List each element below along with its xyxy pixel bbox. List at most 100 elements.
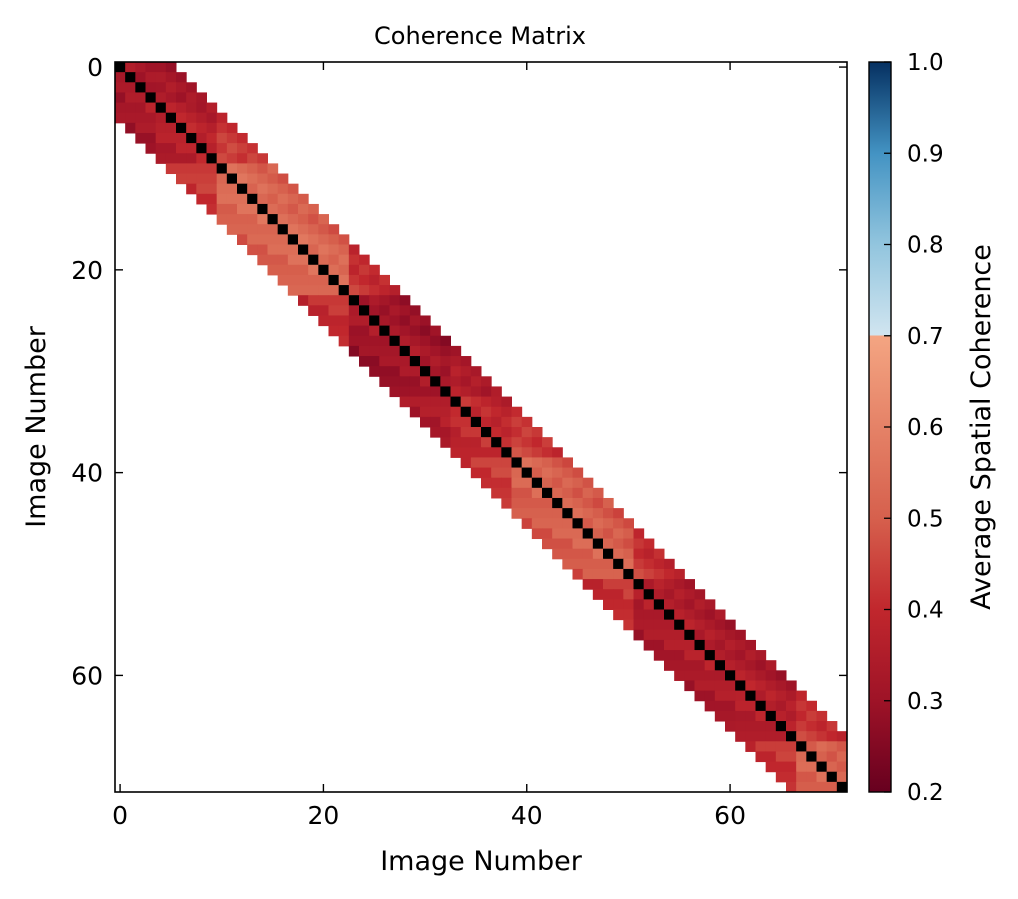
heatmap-cell xyxy=(318,234,329,245)
heatmap-cell xyxy=(226,153,238,164)
heatmap-cell xyxy=(369,285,380,296)
heatmap-cell xyxy=(542,487,553,499)
heatmap-cell xyxy=(318,274,329,286)
heatmap-cell xyxy=(674,650,685,661)
heatmap-cell xyxy=(338,264,350,276)
heatmap-cell xyxy=(308,305,319,316)
heatmap-cell xyxy=(765,741,777,752)
heatmap-cell xyxy=(267,244,279,256)
heatmap-cell xyxy=(247,143,258,154)
heatmap-cell xyxy=(511,427,523,438)
heatmap-cell xyxy=(542,528,553,540)
chart-title: Coherence Matrix xyxy=(374,22,586,50)
heatmap-cell xyxy=(623,558,634,570)
heatmap-cell xyxy=(694,609,706,621)
heatmap-cell xyxy=(470,406,482,418)
heatmap-cell xyxy=(460,457,472,469)
heatmap-cell xyxy=(369,345,380,357)
heatmap-cell xyxy=(735,680,746,692)
heatmap-cell xyxy=(206,132,218,144)
heatmap-cell xyxy=(592,508,604,519)
heatmap-cell xyxy=(511,467,523,479)
heatmap-cell xyxy=(145,92,157,104)
heatmap-cell xyxy=(338,295,350,306)
heatmap-cell xyxy=(257,244,268,256)
heatmap-cell xyxy=(806,721,817,732)
heatmap-cell xyxy=(186,163,197,175)
heatmap-cell xyxy=(308,234,319,245)
heatmap-cell xyxy=(226,122,238,134)
heatmap-cell xyxy=(725,670,736,681)
heatmap-cell xyxy=(491,487,502,499)
heatmap-cell xyxy=(623,599,634,610)
heatmap-cell xyxy=(450,376,462,387)
heatmap-cell xyxy=(552,538,563,550)
heatmap-cell xyxy=(389,356,401,367)
heatmap-cell xyxy=(247,193,258,205)
heatmap-cell xyxy=(135,122,146,134)
heatmap-cell xyxy=(725,680,736,692)
heatmap-cell xyxy=(826,731,838,742)
heatmap-cell xyxy=(348,264,360,276)
heatmap-cell xyxy=(359,335,370,347)
heatmap-cell xyxy=(328,305,340,316)
heatmap-cell xyxy=(531,437,543,448)
heatmap-cell xyxy=(165,102,177,114)
heatmap-cell xyxy=(379,315,390,327)
heatmap-cell xyxy=(135,72,146,83)
heatmap-cell xyxy=(308,285,319,296)
heatmap-cell xyxy=(165,62,177,73)
heatmap-cell xyxy=(186,153,197,164)
heatmap-cell xyxy=(338,325,350,337)
heatmap-cell xyxy=(816,721,828,732)
heatmap-cell xyxy=(806,700,817,712)
heatmap-cell xyxy=(379,325,390,337)
heatmap-cell xyxy=(836,771,848,783)
heatmap-cell xyxy=(653,558,665,570)
heatmap-cell xyxy=(247,224,258,235)
heatmap-cell xyxy=(603,518,614,529)
heatmap-cell xyxy=(582,538,594,550)
colorbar-tick-label: 0.9 xyxy=(907,141,944,167)
heatmap-cell xyxy=(237,214,248,225)
heatmap-cell xyxy=(379,274,390,286)
heatmap-cell xyxy=(725,721,736,732)
heatmap-cell xyxy=(786,781,797,793)
heatmap-cell xyxy=(582,528,594,540)
heatmap-cell xyxy=(308,244,319,256)
heatmap-cell xyxy=(318,254,329,266)
heatmap-cell xyxy=(237,203,248,215)
heatmap-cell xyxy=(430,386,441,398)
heatmap-cell xyxy=(237,143,248,154)
heatmap-cell xyxy=(511,416,523,428)
heatmap-cell xyxy=(125,122,136,134)
heatmap-cell xyxy=(552,497,563,509)
heatmap-cell xyxy=(379,356,390,367)
heatmap-cell xyxy=(206,183,218,195)
heatmap-cell xyxy=(216,112,228,124)
heatmap-cell xyxy=(430,335,441,347)
heatmap-cell xyxy=(653,629,665,641)
heatmap-cell xyxy=(491,447,502,458)
heatmap-cell xyxy=(206,163,218,175)
heatmap-cell xyxy=(521,508,533,519)
heatmap-cell xyxy=(603,538,614,550)
heatmap-cell xyxy=(623,579,634,590)
heatmap-cell xyxy=(135,132,146,144)
heatmap-cell xyxy=(643,629,655,641)
heatmap-cell xyxy=(775,731,787,742)
heatmap-cell xyxy=(450,416,462,428)
heatmap-cell xyxy=(125,112,136,124)
heatmap-cell xyxy=(786,731,797,742)
heatmap-cell xyxy=(796,741,807,752)
heatmap-cell xyxy=(186,102,197,114)
heatmap-cell xyxy=(704,690,716,702)
heatmap-cell xyxy=(542,477,553,489)
heatmap-cell xyxy=(704,680,716,692)
heatmap-cell xyxy=(257,234,268,245)
heatmap-cell xyxy=(196,193,207,205)
heatmap-cell xyxy=(725,639,736,651)
heatmap-cell xyxy=(725,690,736,702)
heatmap-cell xyxy=(714,619,726,631)
heatmap-cell xyxy=(379,295,390,306)
